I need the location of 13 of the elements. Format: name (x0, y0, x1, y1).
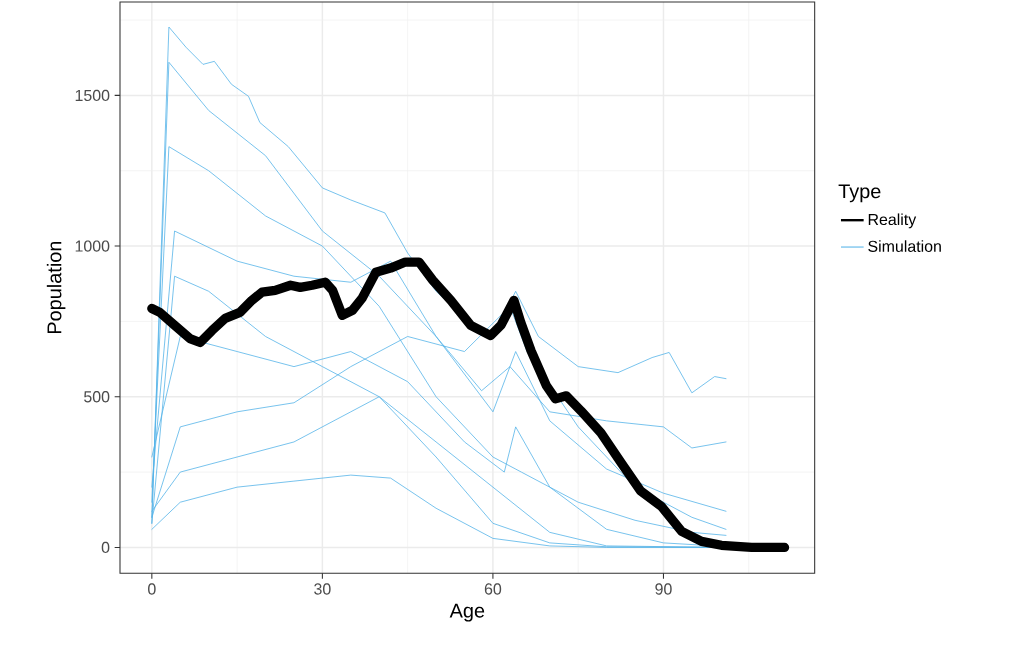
x-tick-label: 90 (655, 583, 672, 595)
x-tick-label: 60 (484, 583, 502, 595)
x-axis-title: Age (449, 603, 485, 622)
legend-title: Type (838, 184, 881, 203)
legend-label: Reality (868, 213, 917, 229)
y-tick-label: 1500 (75, 89, 110, 102)
y-tick-label: 0 (101, 541, 110, 554)
x-tick-label: 0 (148, 583, 156, 595)
legend-label: Simulation (868, 240, 941, 252)
y-tick-label: 1000 (75, 240, 110, 252)
y-tick-label: 500 (84, 391, 110, 403)
y-axis-title: Population (46, 241, 66, 334)
x-tick-label: 30 (314, 583, 331, 595)
